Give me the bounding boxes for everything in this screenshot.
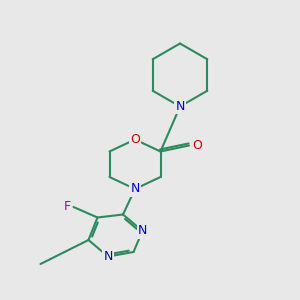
Text: N: N <box>138 224 147 238</box>
Text: F: F <box>63 200 70 214</box>
Text: O: O <box>130 133 140 146</box>
Text: O: O <box>192 139 202 152</box>
Text: N: N <box>175 100 185 113</box>
Text: N: N <box>103 250 113 263</box>
Text: N: N <box>130 182 140 196</box>
